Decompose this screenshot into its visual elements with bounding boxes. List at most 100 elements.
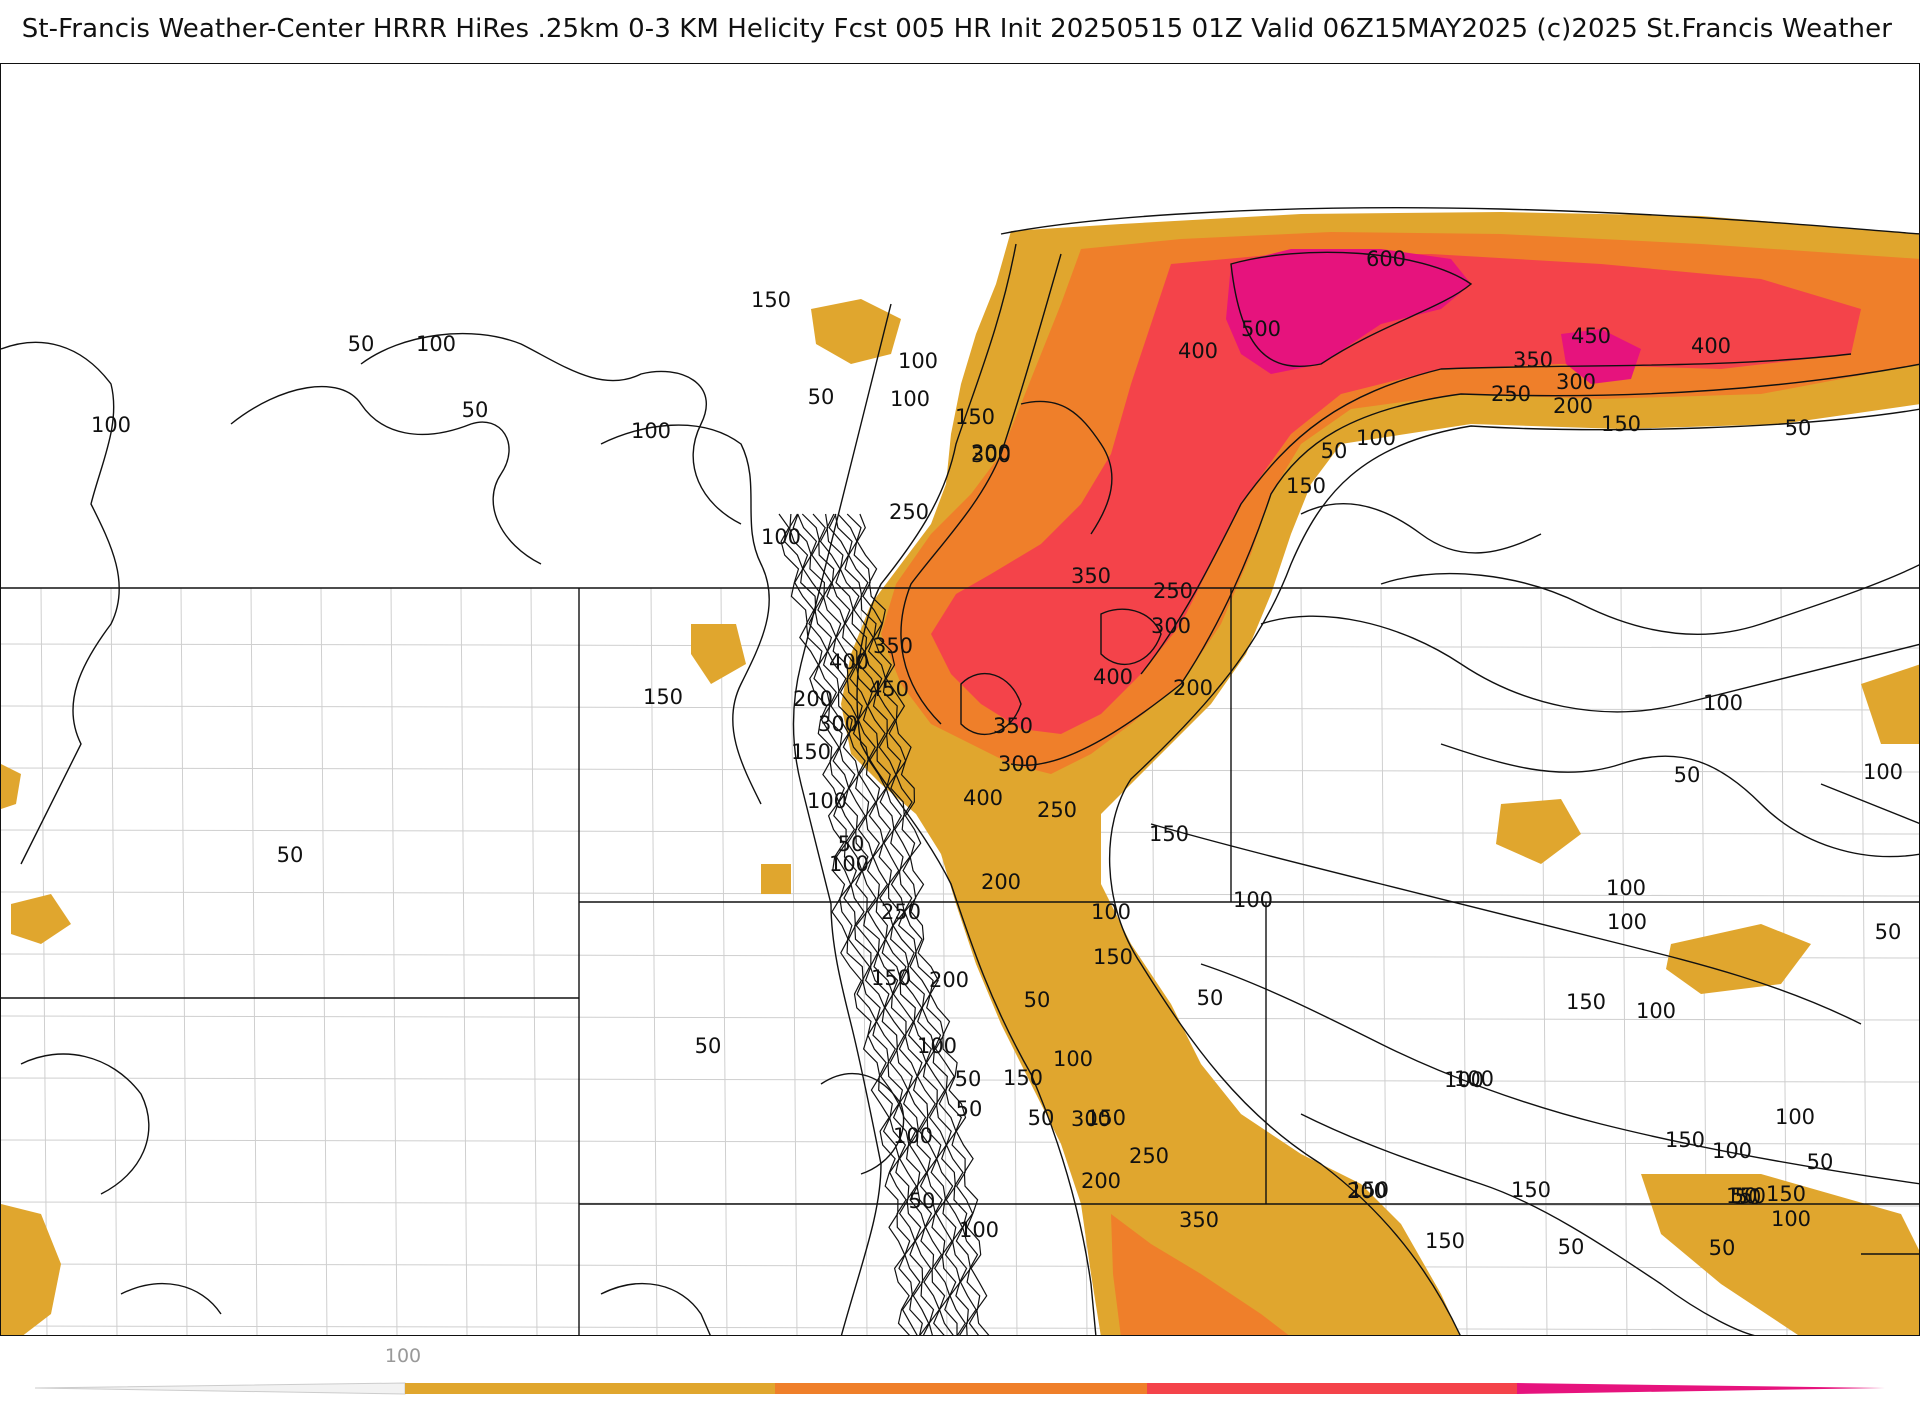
contour-label: 50 xyxy=(909,1189,936,1213)
contour-line xyxy=(900,253,1062,725)
contour-line xyxy=(1000,207,1919,235)
shade-cell xyxy=(11,894,71,944)
county-line xyxy=(530,587,538,1335)
terrain-contour xyxy=(846,513,981,1335)
county-line xyxy=(250,587,258,1335)
contour-label: 100 xyxy=(1712,1139,1752,1163)
contour-label: 250 xyxy=(1037,798,1077,822)
shade-cell xyxy=(1666,924,1811,994)
contour-label: 150 xyxy=(751,288,791,312)
county-line xyxy=(110,587,118,1335)
state-borders xyxy=(1,587,1919,1335)
contour-label: 150 xyxy=(1093,945,1133,969)
shade-cell xyxy=(1641,1174,1919,1335)
colorbar: 100 xyxy=(0,1340,1920,1400)
contour-label: 150 xyxy=(1086,1106,1126,1130)
shade-500-plus xyxy=(1226,249,1471,374)
contour-label: 350 xyxy=(1071,564,1111,588)
contour-label: 250 xyxy=(1129,1144,1169,1168)
contour-line xyxy=(856,243,1097,1335)
dense-contours xyxy=(778,513,990,1335)
contour-label: 100 xyxy=(1863,760,1903,784)
contour-line xyxy=(820,1072,905,1175)
shade-cell xyxy=(691,624,746,684)
helicity-shading xyxy=(1,212,1919,1335)
contour-label: 150 xyxy=(1349,1178,1389,1202)
colorbar-segment-100-200 xyxy=(405,1383,775,1394)
shade-cell xyxy=(1,764,21,809)
contour-label: 250 xyxy=(1491,382,1531,406)
county-line xyxy=(1620,587,1628,1335)
contour-label: 50 xyxy=(1024,988,1051,1012)
map-title: St-Francis Weather-Center HRRR HiRes .25… xyxy=(21,14,1892,44)
contour-label: 100 xyxy=(893,1124,933,1148)
contour-label: 350 xyxy=(993,714,1033,738)
county-line xyxy=(40,587,48,1335)
contour-label: 100 xyxy=(1607,910,1647,934)
contour-label: 200 xyxy=(981,870,1021,894)
contour-label: 50 xyxy=(1709,1236,1736,1260)
colorbar-arrow-left xyxy=(34,1382,406,1395)
contour-line xyxy=(1020,400,1113,535)
contour-label: 50 xyxy=(1807,1150,1834,1174)
contour-line xyxy=(1230,251,1473,368)
contour-label: 350 xyxy=(1513,348,1553,372)
contour-label: 150 xyxy=(1566,990,1606,1014)
contour-label: 50 xyxy=(1785,416,1812,440)
county-line xyxy=(1540,587,1548,1335)
contour-label: 100 xyxy=(829,852,869,876)
terrain-contour xyxy=(801,513,940,1335)
contour-label: 150 xyxy=(1601,412,1641,436)
contour-label: 50 xyxy=(1674,763,1701,787)
contour-line xyxy=(1140,353,1852,675)
county-line xyxy=(390,587,398,1335)
contour-label: 600 xyxy=(1366,247,1406,271)
colorbar-segment-300-500 xyxy=(1147,1383,1517,1394)
contour-label: 200 xyxy=(1173,676,1213,700)
shade-300-400 xyxy=(931,254,1861,734)
contour-label: 200 xyxy=(1081,1169,1121,1193)
county-line xyxy=(1460,587,1468,1335)
contour-label: 100 xyxy=(761,525,801,549)
contour-label: 300 xyxy=(998,752,1038,776)
contour-label: 100 xyxy=(890,387,930,411)
contour-label: 100 xyxy=(1053,1047,1093,1071)
contour-label: 350 xyxy=(873,634,913,658)
terrain-contour xyxy=(783,513,918,1335)
contour-label: 100 xyxy=(1771,1207,1811,1231)
contour-label: 150 xyxy=(1003,1066,1043,1090)
contour-label: 50 xyxy=(1028,1106,1055,1130)
colorbar-segment-200-300 xyxy=(775,1383,1147,1394)
contour-label: 250 xyxy=(889,500,929,524)
county-line xyxy=(180,587,188,1335)
county-line xyxy=(650,587,658,1335)
contour-label: 150 xyxy=(643,685,683,709)
helicity-contours xyxy=(1,207,1919,1335)
contour-label: 50 xyxy=(956,1097,983,1121)
contour-label: 150 xyxy=(1726,1184,1766,1208)
contour-label: 200 xyxy=(1553,394,1593,418)
contour-line xyxy=(20,1053,150,1195)
contour-label: 150 xyxy=(1511,1178,1551,1202)
contour-label: 100 xyxy=(1636,999,1676,1023)
contour-label: 100 xyxy=(1606,876,1646,900)
contour-label: 350 xyxy=(1179,1208,1219,1232)
contour-label: 50 xyxy=(1321,439,1348,463)
contour-line xyxy=(1440,743,1919,858)
contour-label: 50 xyxy=(838,832,865,856)
contour-line xyxy=(1300,502,1542,554)
contour-line xyxy=(1010,363,1919,766)
colorbar-tick-label: 100 xyxy=(385,1345,421,1367)
contour-label: 250 xyxy=(881,900,921,924)
contour-label: 100 xyxy=(1233,888,1273,912)
shade-500-plus-east xyxy=(1561,329,1641,384)
contour-label: 50 xyxy=(955,1067,982,1091)
contour-label: 50 xyxy=(1735,1185,1762,1209)
contour-label: 50 xyxy=(462,398,489,422)
contour-line xyxy=(1150,823,1862,1025)
contour-line xyxy=(360,332,742,525)
contour-line xyxy=(792,303,892,1335)
contour-label: 450 xyxy=(1571,324,1611,348)
contour-label: 50 xyxy=(277,843,304,867)
